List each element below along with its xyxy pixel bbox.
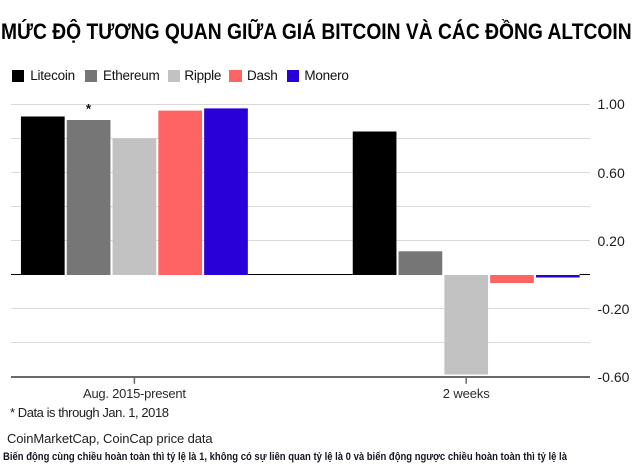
svg-text:*: *: [86, 102, 92, 117]
